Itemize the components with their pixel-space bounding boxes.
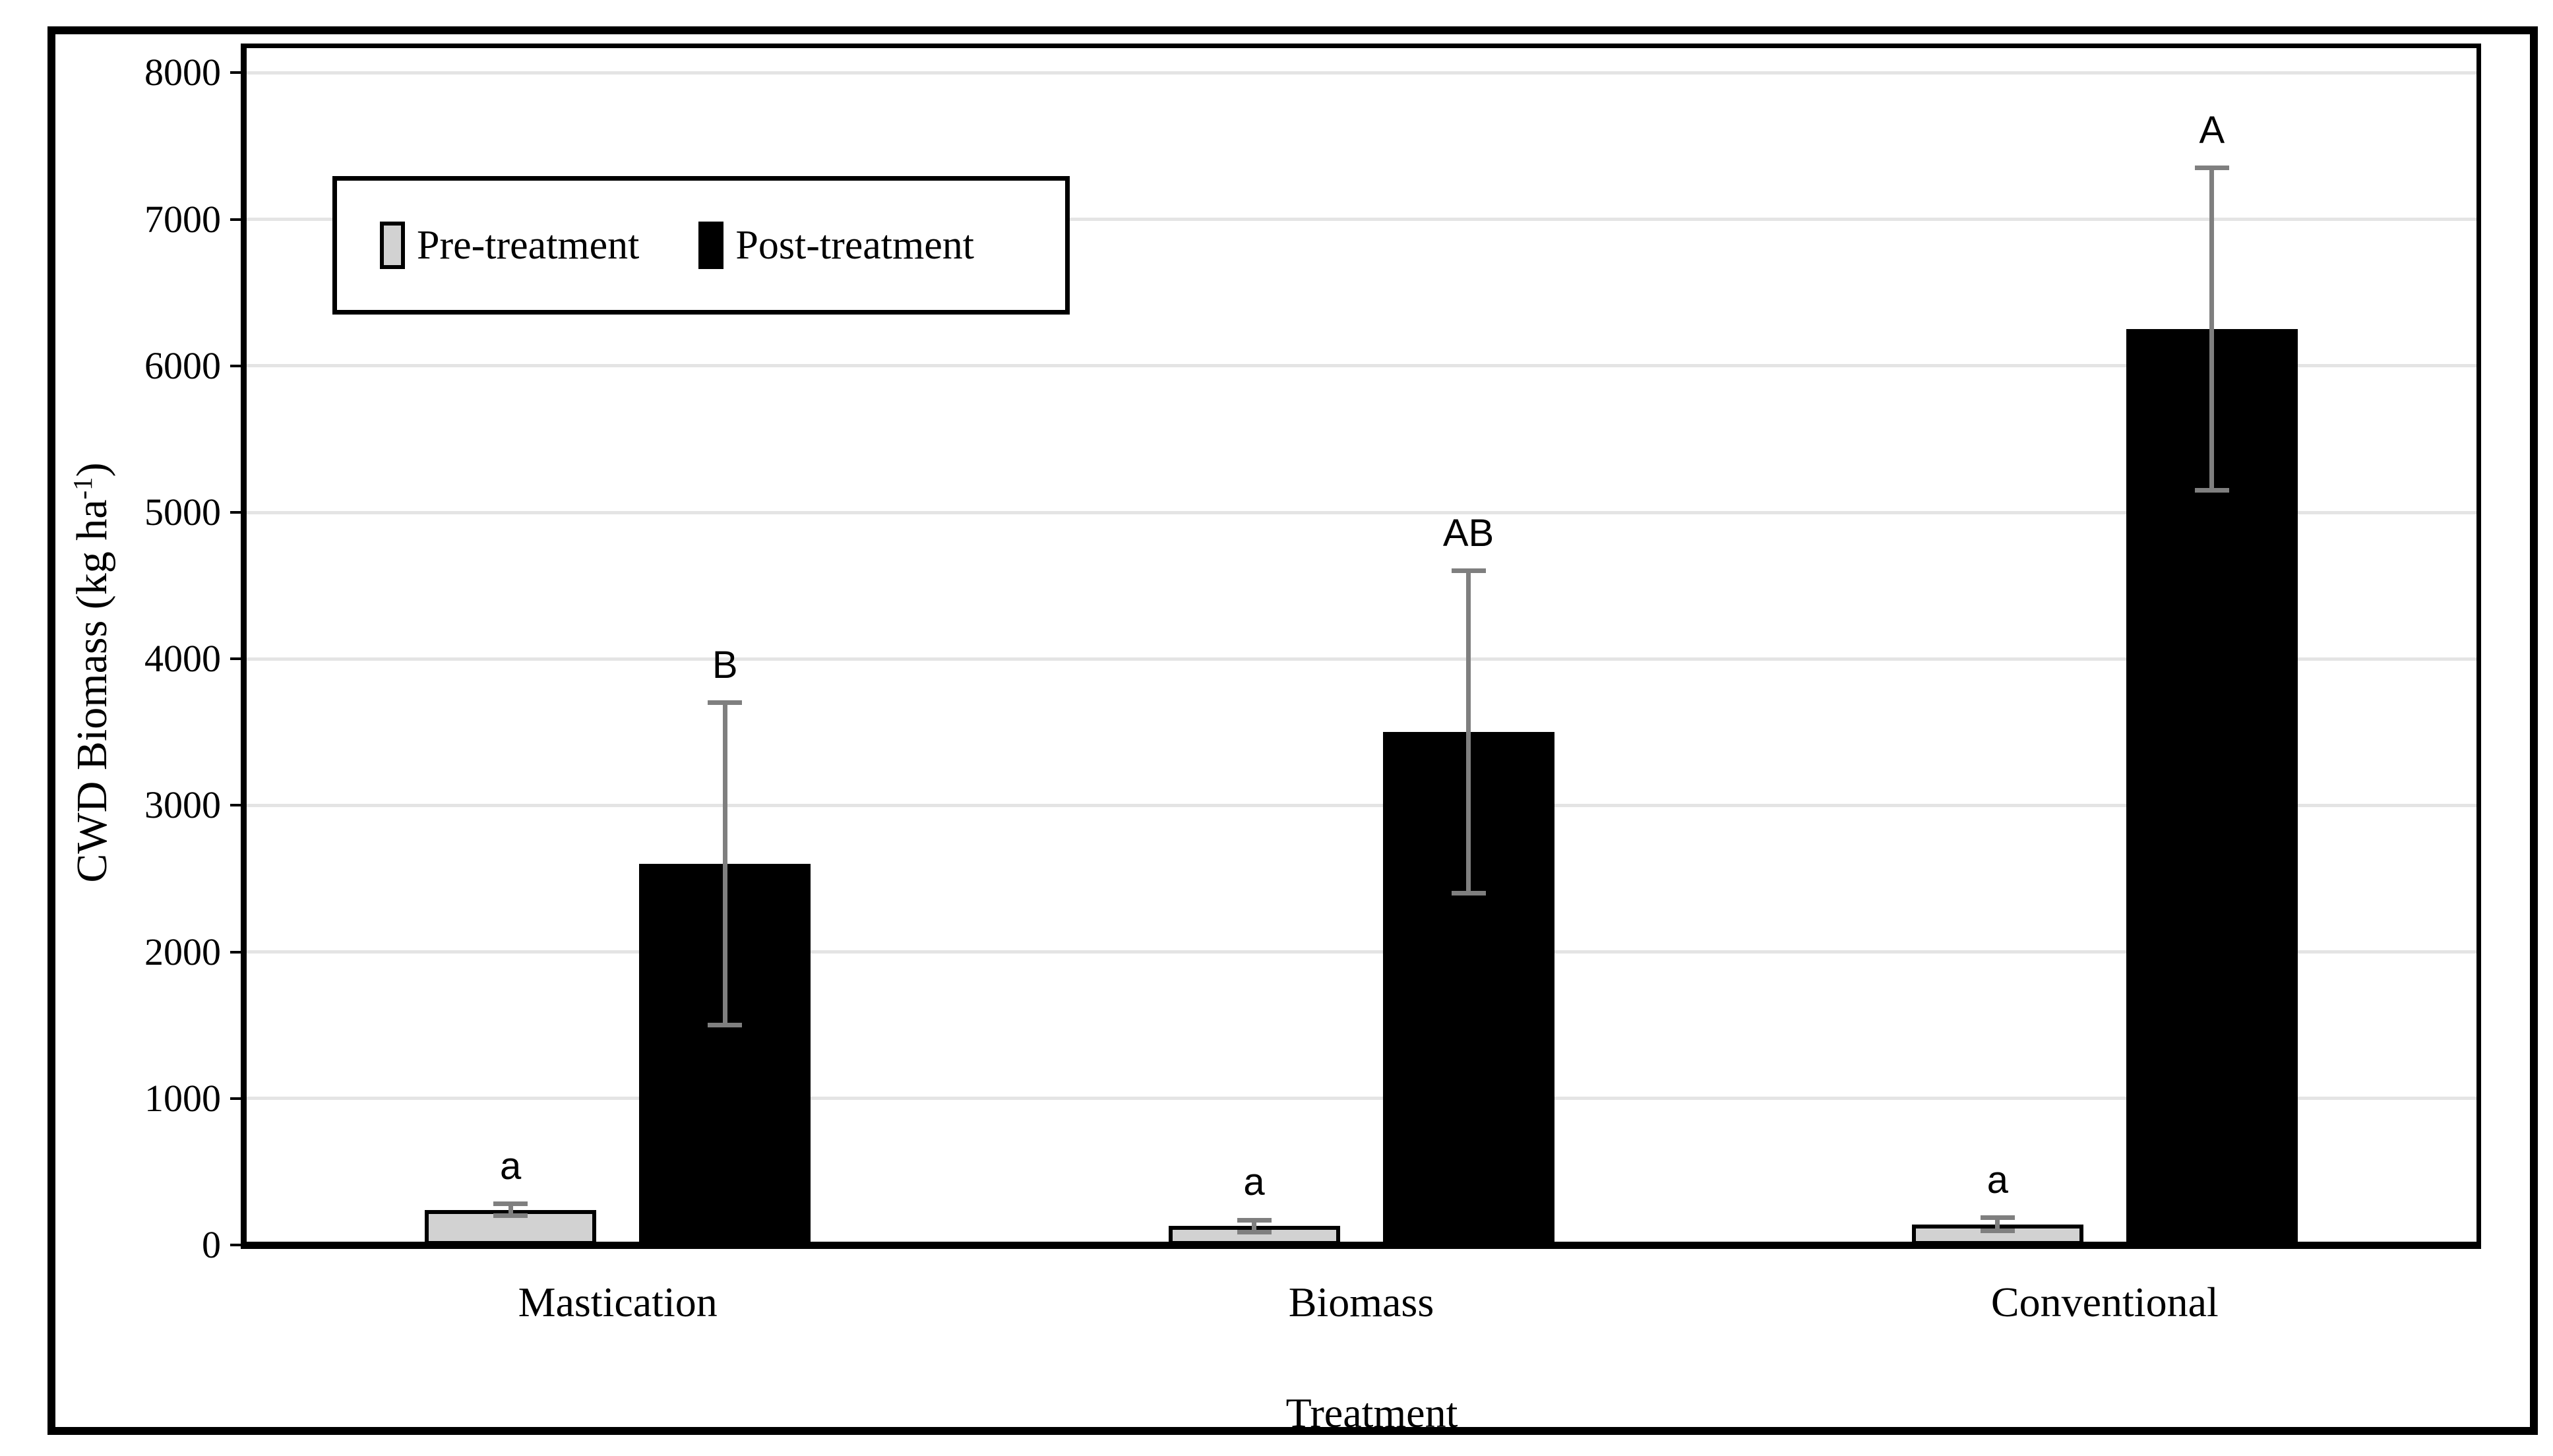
legend-label-pre-treatment: Pre-treatment [417,222,640,268]
y-tick-label-1000: 1000 [144,1076,221,1120]
error-bar-cap-bottom-pre-treatment-biomass [1237,1229,1272,1234]
sig-label-post-treatment-biomass: AB [1442,511,1494,555]
sig-label-pre-treatment-mastication: a [500,1144,522,1188]
y-tick-mark-4000 [230,657,246,661]
y-tick-label-6000: 6000 [144,344,221,387]
error-bar-cap-bottom-pre-treatment-mastication [493,1213,528,1219]
y-axis-line [241,44,247,1249]
error-bar-cap-top-post-treatment-conventional [2194,166,2229,171]
sig-label-pre-treatment-conventional: a [1986,1158,2008,1201]
error-bar-cap-top-post-treatment-biomass [1451,568,1486,574]
error-bar-post-treatment-biomass [1466,570,1471,894]
error-bar-cap-bottom-post-treatment-biomass [1451,891,1486,896]
y-tick-mark-1000 [230,1097,246,1100]
legend: Pre-treatment Post-treatment [332,176,1070,315]
error-bar-cap-bottom-post-treatment-conventional [2194,488,2229,493]
error-bar-pre-treatment-mastication [508,1203,513,1216]
error-bar-cap-top-pre-treatment-biomass [1237,1217,1272,1223]
y-tick-mark-2000 [230,950,246,954]
sig-label-pre-treatment-biomass: a [1243,1161,1265,1204]
y-tick-label-2000: 2000 [144,930,221,973]
sig-label-post-treatment-mastication: B [712,643,738,686]
y-axis-title: CWD Biomass (kg ha-1) [67,462,117,882]
error-bar-pre-treatment-biomass [1252,1220,1256,1232]
sig-label-post-treatment-conventional: A [2199,108,2225,152]
gridline-2000 [246,950,2476,954]
error-bar-cap-bottom-post-treatment-mastication [708,1023,743,1028]
error-bar-cap-top-pre-treatment-mastication [493,1201,528,1207]
gridline-5000 [246,510,2476,514]
error-bar-cap-bottom-pre-treatment-conventional [1980,1228,2015,1234]
y-tick-label-4000: 4000 [144,637,221,681]
y-tick-mark-5000 [230,511,246,514]
error-bar-pre-treatment-conventional [1995,1217,2000,1231]
y-tick-label-0: 0 [202,1223,221,1266]
x-tick-label-mastication: Mastication [518,1279,718,1325]
gridline-4000 [246,657,2476,661]
y-axis-title-close: ) [68,462,116,477]
gridline-3000 [246,803,2476,807]
error-bar-post-treatment-mastication [722,702,727,1025]
pre-treatment-swatch [380,222,405,269]
x-tick-label-biomass: Biomass [1288,1279,1434,1325]
gridline-7000 [246,218,2476,222]
y-tick-label-5000: 5000 [144,491,221,534]
y-tick-mark-7000 [230,218,246,221]
gridline-8000 [246,71,2476,75]
x-axis-title: Treatment [1285,1389,1458,1436]
y-tick-label-3000: 3000 [144,783,221,827]
plot-border-top [246,44,2481,48]
gridline-1000 [246,1097,2476,1101]
y-tick-label-8000: 8000 [144,51,221,94]
figure-border [47,26,2538,1435]
y-tick-label-7000: 7000 [144,197,221,241]
legend-label-post-treatment: Post-treatment [735,222,974,268]
error-bar-post-treatment-conventional [2209,167,2215,491]
gridline-6000 [246,364,2476,368]
post-treatment-swatch [698,222,724,269]
y-tick-mark-3000 [230,804,246,807]
plot-border-right [2476,44,2481,1245]
error-bar-cap-top-pre-treatment-conventional [1980,1215,2015,1221]
legend-item-pre-treatment: Pre-treatment [380,222,639,269]
y-axis-title-superscript: -1 [67,477,98,500]
y-tick-mark-8000 [230,71,246,75]
y-tick-mark-6000 [230,364,246,367]
x-tick-label-conventional: Conventional [1990,1279,2219,1325]
error-bar-cap-top-post-treatment-mastication [708,700,743,706]
y-axis-title-text: CWD Biomass (kg ha [68,499,116,883]
legend-item-post-treatment: Post-treatment [698,222,974,269]
x-axis-line [241,1242,2481,1249]
y-tick-mark-0 [230,1244,246,1246]
